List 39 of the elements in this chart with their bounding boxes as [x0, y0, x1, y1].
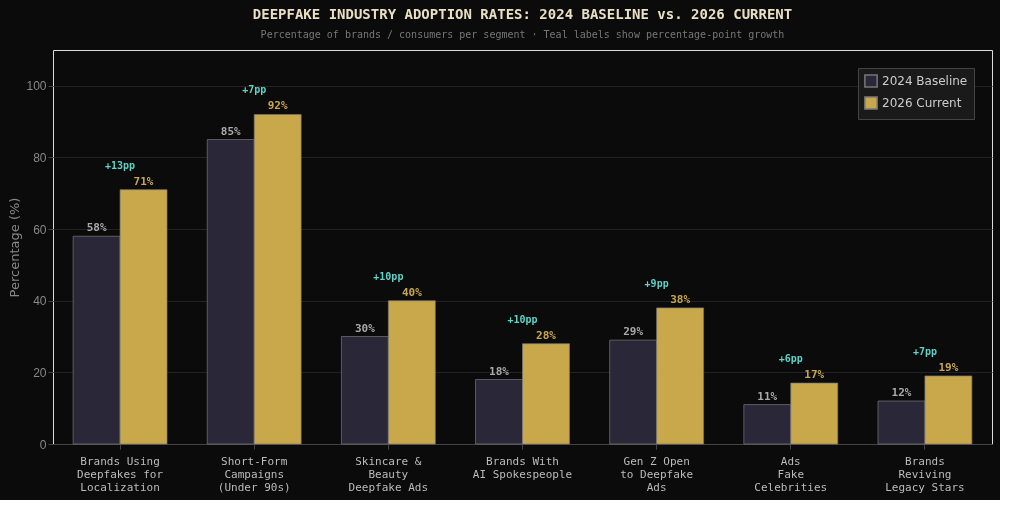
y-tick-label: 0 [39, 437, 47, 452]
annotation: +13pp [105, 159, 136, 171]
data-label: 85% [220, 124, 242, 138]
x-tick-label: Short-Form Campaigns (Under 90s) [217, 454, 291, 494]
annotation: +9pp [644, 277, 669, 289]
data-label: 30% [354, 321, 376, 335]
y-axis-title: Percentage (%) [7, 197, 23, 298]
y-tick-label: 20 [33, 365, 47, 380]
data-label: 38% [670, 292, 691, 306]
data-label: 40% [401, 285, 423, 299]
data-label: 29% [623, 325, 644, 339]
annotation: +7pp [912, 345, 937, 357]
x-tick-label: Skincare & Beauty Deepfake Ads [348, 454, 429, 494]
x-tick-label: Brands With AI Spokespeople [472, 454, 573, 481]
y-tick-label: 60 [33, 222, 47, 237]
annotation: +10pp [373, 270, 404, 282]
annotation: +7pp [242, 84, 267, 96]
annotation: +10pp [507, 313, 538, 325]
data-label: 28% [536, 328, 557, 342]
data-label: 19% [938, 360, 959, 374]
data-label: 12% [891, 386, 912, 400]
legend-label: 2024 Baseline [882, 74, 968, 88]
y-tick-label: 40 [33, 294, 47, 309]
y-tick-label: 100 [26, 79, 47, 94]
data-label: 58% [86, 221, 107, 235]
x-tick-label: Brands Reviving Legacy Stars [885, 454, 965, 494]
data-label: 18% [489, 364, 510, 378]
chart-subtitle: Percentage of brands / consumers per segment · Teal labels show percentage-point growth [260, 29, 785, 40]
x-tick-label: Ads Fake Celebrities [754, 454, 828, 494]
data-label: 11% [757, 389, 778, 403]
legend-label: 2026 Current [882, 96, 962, 110]
annotation: +6pp [778, 353, 803, 365]
chart-title: DEEPFAKE INDUSTRY ADOPTION RATES: 2024 BASELINE vs. 2026 CURRENT [252, 6, 793, 22]
x-tick-label: Gen Z Open to Deepfake Ads [620, 454, 694, 494]
data-label: 71% [133, 174, 154, 188]
x-tick-label: Brands Using Deepfakes for Localization [77, 454, 164, 494]
data-label: 17% [804, 368, 825, 382]
y-tick-label: 80 [33, 150, 47, 165]
data-label: 92% [267, 99, 288, 113]
